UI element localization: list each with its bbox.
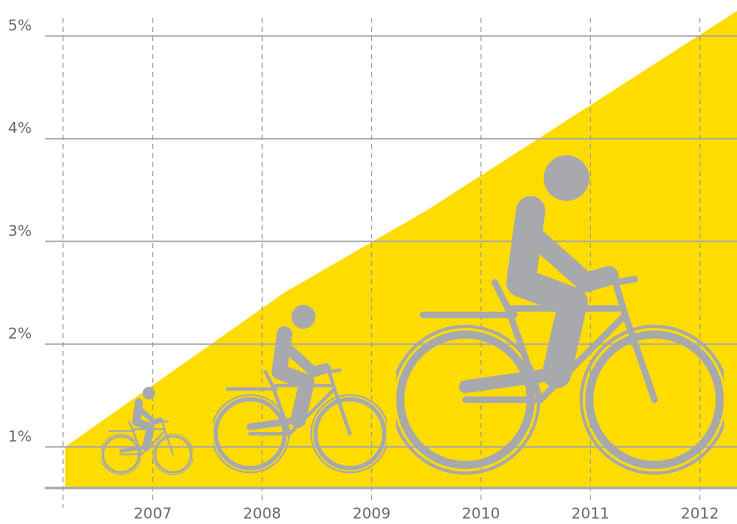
x-tick-label: 2008 bbox=[243, 505, 281, 523]
x-tick-label: 2009 bbox=[352, 505, 390, 523]
y-tick-label: 3% bbox=[8, 222, 32, 240]
y-tick-label: 4% bbox=[8, 119, 32, 137]
x-tick-label: 2012 bbox=[681, 505, 719, 523]
x-tick-label: 2011 bbox=[571, 505, 609, 523]
x-tick-label: 2007 bbox=[134, 505, 172, 523]
plot-area: 1% 2% 3% 4% 5% 2007 2008 2009 2010 2011 2012 bbox=[8, 10, 737, 523]
x-tick-label: 2010 bbox=[462, 505, 500, 523]
y-tick-label: 1% bbox=[8, 427, 32, 445]
y-tick-label: 2% bbox=[8, 325, 32, 343]
y-tick-label: 5% bbox=[8, 16, 32, 34]
